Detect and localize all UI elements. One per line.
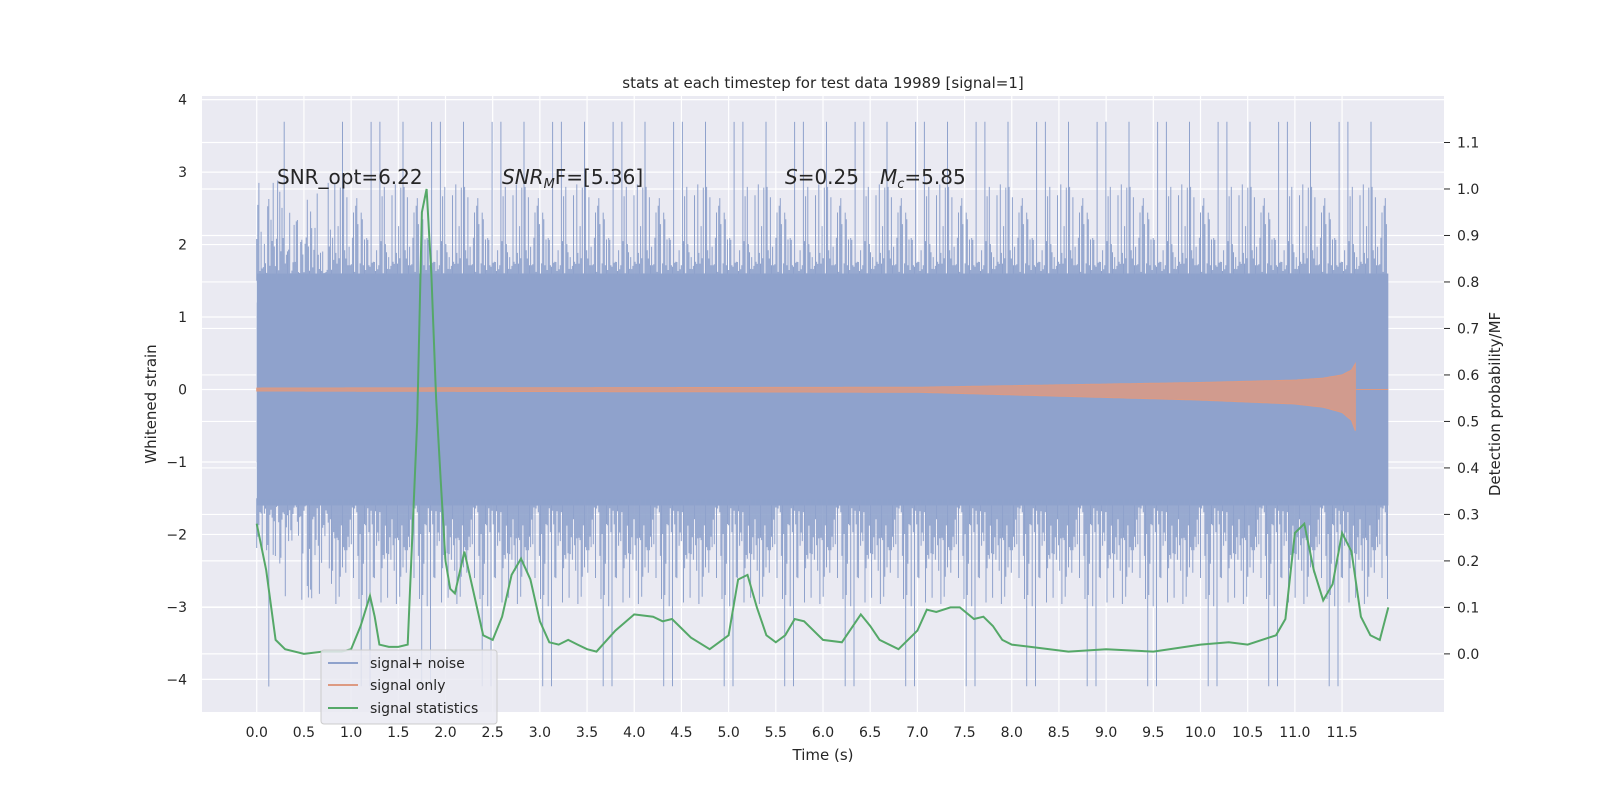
- y2-tick-label: 0.4: [1457, 461, 1479, 477]
- y-axis-label: Whitened strain: [142, 344, 160, 463]
- mc-sub: c: [897, 177, 904, 192]
- y-tick-label: −3: [166, 600, 187, 616]
- mc-label: M: [880, 165, 897, 189]
- x-tick-label: 10.5: [1232, 725, 1263, 741]
- chart-title: stats at each timestep for test data 199…: [622, 74, 1023, 92]
- x-tick-label: 7.5: [953, 725, 975, 741]
- x-axis-ticks: 0.0 0.5 1.0 1.5 2.0 2.5 3.0 3.5 4.0 4.5 5.0 5.5 6.0 6…: [246, 725, 1358, 741]
- y2-tick-label: 0.5: [1457, 414, 1479, 430]
- y2-tick-label: 0.8: [1457, 275, 1479, 291]
- x-tick-label: 8.5: [1048, 725, 1070, 741]
- x-tick-label: 6.0: [812, 725, 834, 741]
- x-tick-label: 11.0: [1279, 725, 1310, 741]
- y-tick-label: −4: [166, 672, 187, 688]
- x-tick-label: 2.5: [482, 725, 504, 741]
- y-axis-ticks: −4 −3 −2 −1 0 1 2 3 4: [166, 93, 187, 689]
- x-tick-label: 4.0: [623, 725, 645, 741]
- x-tick-label: 11.5: [1326, 725, 1357, 741]
- y2-tick-label: 0.9: [1457, 228, 1479, 244]
- s-value: =0.25: [798, 165, 859, 189]
- noise-upper-spikes: [256, 121, 1388, 281]
- y2-tick-label: 0.7: [1457, 321, 1479, 337]
- y2-tick-label: 0.2: [1457, 554, 1479, 570]
- y2-tick-label: 1.1: [1457, 135, 1479, 151]
- snr-mf-sub: M: [544, 177, 555, 192]
- y-tick-label: 4: [178, 93, 187, 109]
- legend-box: [320, 649, 498, 725]
- legend-label-signal-statistics: signal statistics: [370, 701, 478, 717]
- x-tick-label: 7.0: [906, 725, 928, 741]
- x-tick-label: 4.5: [670, 725, 692, 741]
- x-tick-label: 5.0: [717, 725, 739, 741]
- x-tick-label: 9.5: [1142, 725, 1164, 741]
- mc-value: =5.85: [904, 165, 965, 189]
- y2-tick-label: 1.0: [1457, 182, 1479, 198]
- x-tick-label: 5.5: [765, 725, 787, 741]
- signal-only-trace: [256, 361, 1389, 431]
- x-tick-label: 2.0: [434, 725, 456, 741]
- y-tick-label: 0: [178, 383, 187, 399]
- x-axis-label: Time (s): [792, 746, 854, 764]
- y-tick-label: 2: [178, 238, 187, 254]
- y2-tick-label: 0.0: [1457, 647, 1479, 663]
- legend: signal+ noise signal only signal statist…: [320, 649, 498, 725]
- snr-mf-rest: F=[5.36]: [555, 165, 643, 189]
- snr-mf-annotation: SNRMF=[5.36]: [502, 165, 643, 192]
- x-tick-label: 1.0: [340, 725, 362, 741]
- x-tick-label: 3.5: [576, 725, 598, 741]
- x-tick-label: 9.0: [1095, 725, 1117, 741]
- x-tick-label: 3.0: [529, 725, 551, 741]
- y-tick-label: −1: [166, 455, 187, 471]
- mc-annotation: Mc=5.85: [880, 165, 966, 192]
- s-label: S: [785, 165, 798, 189]
- y-tick-label: −2: [166, 527, 187, 543]
- y2-axis-label: Detection probability/MF: [1486, 312, 1504, 496]
- x-tick-label: 0.5: [293, 725, 315, 741]
- y2-axis-ticks: 0.0 0.1 0.2 0.3 0.4 0.5 0.6 0.7 0.8 0.9 1.0 1.1: [1444, 135, 1479, 663]
- s-annotation: S=0.25: [785, 165, 859, 189]
- legend-label-signal-noise: signal+ noise: [370, 656, 465, 672]
- y-tick-label: 3: [178, 165, 187, 181]
- signal-statistics-trace: [255, 188, 1390, 655]
- x-tick-label: 0.0: [246, 725, 268, 741]
- noise-lower-spikes: [256, 498, 1388, 687]
- x-tick-label: 6.5: [859, 725, 881, 741]
- x-tick-label: 1.5: [387, 725, 409, 741]
- snr-mf-main: SNR: [502, 165, 544, 189]
- y2-tick-label: 0.1: [1457, 600, 1479, 616]
- legend-label-signal-only: signal only: [370, 678, 445, 694]
- y-tick-label: 1: [178, 310, 187, 326]
- x-tick-label: 10.0: [1185, 725, 1216, 741]
- x-tick-label: 8.0: [1001, 725, 1023, 741]
- y2-tick-label: 0.3: [1457, 507, 1479, 523]
- y2-tick-label: 0.6: [1457, 368, 1479, 384]
- snr-opt-annotation: SNR_opt=6.22: [277, 165, 423, 189]
